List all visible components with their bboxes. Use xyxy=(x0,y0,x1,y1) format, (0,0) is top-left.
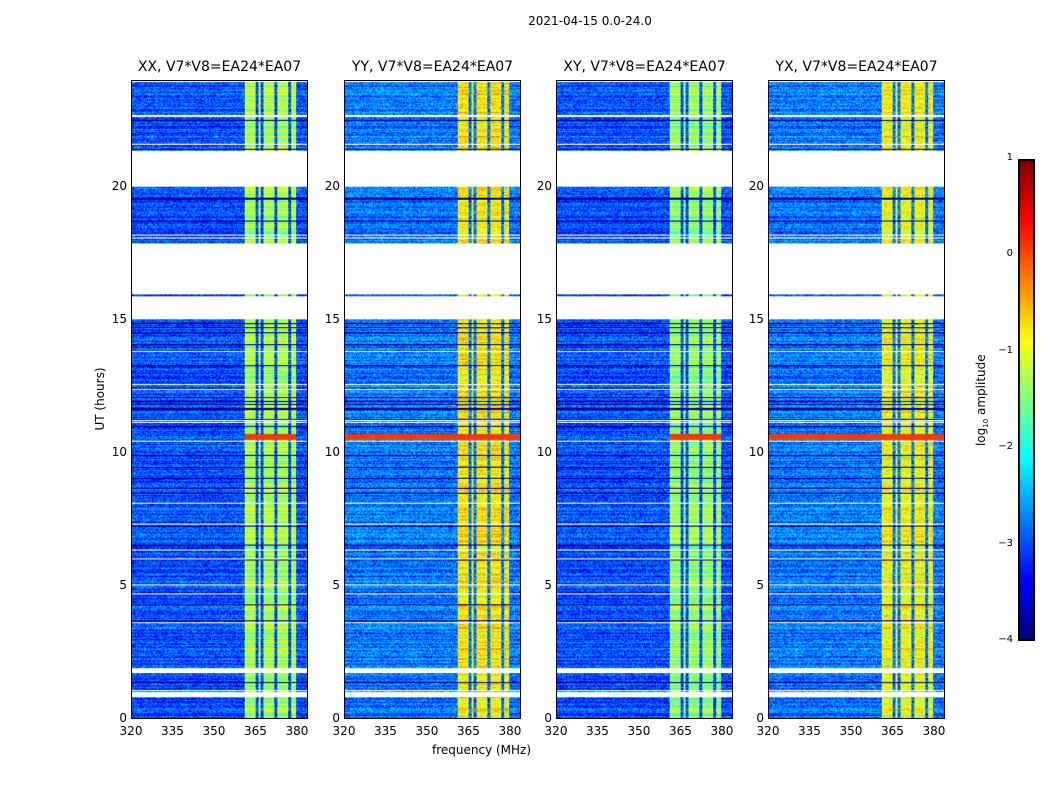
colorbar-label-log: log xyxy=(973,427,988,447)
x-tick-label: 320 xyxy=(756,724,780,738)
y-tick-label: 15 xyxy=(748,311,764,326)
colorbar-tick-label: −2 xyxy=(998,441,1013,453)
y-tick-label: 10 xyxy=(111,444,127,459)
panel-title: YY, V7*V8=EA24*EA07 xyxy=(351,59,514,75)
x-tick-label: 320 xyxy=(544,724,568,738)
y-axis-label: UT (hours) xyxy=(93,367,107,431)
colorbar-label-sub: 10 xyxy=(982,418,991,428)
y-tick-label: 0 xyxy=(756,711,764,725)
x-tick-label: 380 xyxy=(285,724,309,738)
heatmap-panel-yx xyxy=(768,80,945,719)
y-tick-label: 10 xyxy=(536,444,552,459)
colorbar-label: log10 amplitude xyxy=(974,350,990,450)
x-tick-label: 335 xyxy=(161,724,184,738)
y-tick-label: 20 xyxy=(324,178,340,193)
x-tick-label: 350 xyxy=(415,724,439,738)
x-tick-label: 380 xyxy=(922,724,946,738)
y-tick-label: 5 xyxy=(332,577,340,592)
x-tick-label: 365 xyxy=(881,724,904,738)
x-tick-label: 365 xyxy=(457,724,480,738)
heatmap-panel-yy xyxy=(344,80,521,719)
colorbar-tick-label: −1 xyxy=(998,344,1013,356)
x-axis-label: frequency (MHz) xyxy=(432,743,532,757)
x-tick-label: 335 xyxy=(798,724,821,738)
x-tick-label: 350 xyxy=(627,724,651,738)
heatmap-panel-xx xyxy=(131,80,308,719)
colorbar-tick-label: −3 xyxy=(998,537,1013,549)
panel-title: YX, V7*V8=EA24*EA07 xyxy=(775,59,938,75)
y-tick-label: 20 xyxy=(748,178,764,193)
y-tick-label: 10 xyxy=(748,444,764,459)
x-tick-label: 320 xyxy=(332,724,356,738)
y-tick-label: 5 xyxy=(119,577,127,592)
x-tick-label: 350 xyxy=(839,724,863,738)
y-tick-label: 15 xyxy=(324,311,340,326)
y-tick-label: 15 xyxy=(536,311,552,326)
colorbar xyxy=(1018,159,1035,641)
y-tick-label: 0 xyxy=(119,711,127,725)
x-tick-label: 335 xyxy=(374,724,397,738)
colorbar-tick-label: 1 xyxy=(1006,152,1013,163)
y-tick-label: 0 xyxy=(544,711,552,725)
panel-title: XX, V7*V8=EA24*EA07 xyxy=(137,59,302,75)
y-tick-label: 5 xyxy=(544,577,552,592)
x-tick-label: 320 xyxy=(119,724,143,738)
y-tick-label: 0 xyxy=(332,711,340,725)
heatmap-panel-xy xyxy=(556,80,733,719)
y-tick-label: 10 xyxy=(324,444,340,459)
y-tick-label: 15 xyxy=(111,311,127,326)
y-tick-label: 20 xyxy=(111,178,127,193)
y-tick-label: 5 xyxy=(756,577,764,592)
y-tick-label: 20 xyxy=(536,178,552,193)
colorbar-label-rest: amplitude xyxy=(973,354,988,419)
x-tick-label: 365 xyxy=(669,724,692,738)
x-tick-label: 365 xyxy=(244,724,267,738)
colorbar-tick-label: 0 xyxy=(1006,248,1013,260)
figure-title: 2021-04-15 0.0-24.0 xyxy=(528,14,652,28)
x-tick-label: 350 xyxy=(202,724,226,738)
colorbar-tick-label: −4 xyxy=(998,634,1013,645)
panel-title: XY, V7*V8=EA24*EA07 xyxy=(563,59,726,75)
x-tick-label: 335 xyxy=(586,724,609,738)
x-tick-label: 380 xyxy=(498,724,522,738)
x-tick-label: 380 xyxy=(710,724,734,738)
